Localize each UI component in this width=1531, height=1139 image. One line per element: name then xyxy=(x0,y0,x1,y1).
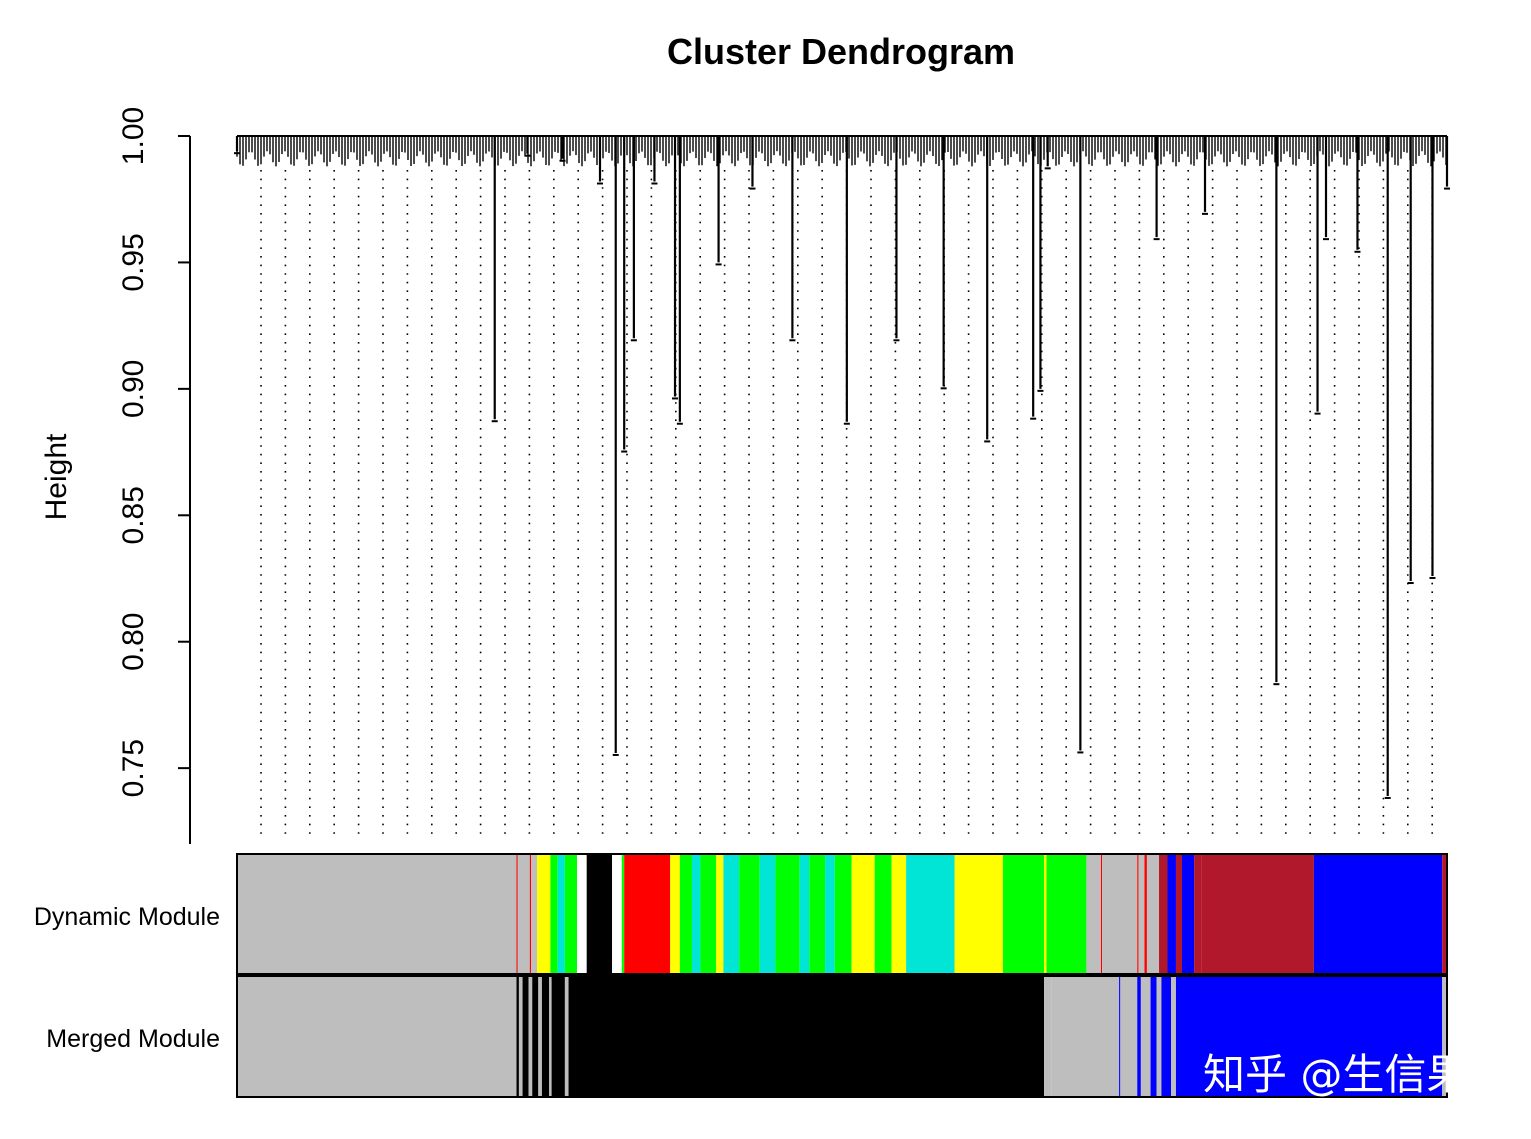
merged-module-segment xyxy=(549,976,552,1097)
dynamic-module-segment xyxy=(1159,854,1168,974)
y-tick-label: 0.95 xyxy=(117,233,150,291)
merged-module-segment xyxy=(1044,976,1052,1097)
merged-module-segment xyxy=(538,976,542,1097)
dynamic-module-segment xyxy=(1167,854,1176,974)
dynamic-module-segment xyxy=(1138,854,1145,974)
dynamic-module-segment xyxy=(1182,854,1195,974)
merged-module-segment xyxy=(516,976,519,1097)
merged-module-segment xyxy=(541,976,550,1097)
merged-module-segment xyxy=(528,976,533,1097)
dynamic-module-segment xyxy=(1044,854,1047,974)
dynamic-module-frame xyxy=(236,853,1448,975)
merged-module-segment xyxy=(1140,976,1151,1097)
y-tick-label: 0.75 xyxy=(117,739,150,797)
merged-module-segment xyxy=(1442,976,1447,1097)
y-axis: 0.75 0.80 0.85 0.90 0.95 1.00 xyxy=(117,107,191,844)
merged-module-label: Merged Module xyxy=(46,1025,220,1053)
dynamic-module-segment xyxy=(531,854,538,974)
dynamic-module-segment xyxy=(691,854,701,974)
dynamic-module-segment xyxy=(825,854,835,974)
dendrogram-tree xyxy=(234,135,1450,799)
dynamic-module-segment xyxy=(670,854,680,974)
dynamic-module-color-bar xyxy=(236,853,1448,975)
dynamic-module-segment xyxy=(1046,854,1087,974)
dynamic-module-segment xyxy=(1086,854,1101,974)
dynamic-module-segment xyxy=(1175,854,1183,974)
dynamic-module-segment xyxy=(1442,854,1447,974)
chart-title: Cluster Dendrogram xyxy=(667,31,1015,72)
dynamic-module-segment xyxy=(1146,854,1160,974)
dynamic-module-segment xyxy=(612,854,622,974)
dynamic-module-segment xyxy=(679,854,692,974)
dynamic-module-segment xyxy=(759,854,776,974)
dynamic-module-segment xyxy=(1102,854,1122,974)
dynamic-module-segment xyxy=(1201,854,1314,974)
merged-module-segment xyxy=(518,976,523,1097)
dynamic-module-segment xyxy=(1137,854,1139,974)
dynamic-module-segment xyxy=(586,854,613,974)
merged-module-segment xyxy=(1161,976,1172,1097)
y-axis-label: Height xyxy=(40,433,73,520)
y-tick-label: 0.80 xyxy=(117,613,150,671)
dynamic-module-segment xyxy=(834,854,852,974)
dynamic-module-segment xyxy=(517,854,530,974)
dynamic-module-segment xyxy=(1144,854,1147,974)
dynamic-module-segment xyxy=(1121,854,1138,974)
merged-module-segment xyxy=(237,976,517,1097)
dynamic-module-segment xyxy=(954,854,1003,974)
dynamic-module-segment xyxy=(624,854,671,974)
dynamic-module-segment xyxy=(621,854,625,974)
dynamic-module-segment xyxy=(557,854,565,974)
dynamic-module-segment xyxy=(564,854,578,974)
dynamic-module-segment xyxy=(577,854,587,974)
merged-module-segment xyxy=(564,976,569,1097)
dynamic-module-segment xyxy=(529,854,532,974)
merged-module-segment xyxy=(1119,976,1121,1097)
dynamic-module-segment xyxy=(550,854,558,974)
y-tick-label: 1.00 xyxy=(117,107,150,165)
dynamic-module-segment xyxy=(739,854,760,974)
merged-module-segment xyxy=(1051,976,1120,1097)
dynamic-module-segment xyxy=(1002,854,1045,974)
dynamic-module-segment xyxy=(537,854,551,974)
merged-module-segment xyxy=(551,976,565,1097)
merged-module-segment xyxy=(1156,976,1162,1097)
dynamic-module-segment xyxy=(716,854,724,974)
dynamic-module-label: Dynamic Module xyxy=(34,903,220,931)
dynamic-module-segment xyxy=(516,854,518,974)
merged-module-segment xyxy=(1150,976,1157,1097)
merged-module-segment xyxy=(1120,976,1138,1097)
dynamic-module-segment xyxy=(775,854,800,974)
dynamic-module-segment xyxy=(851,854,875,974)
dynamic-module-segment xyxy=(1313,854,1443,974)
dynamic-module-segment xyxy=(700,854,717,974)
y-tick-label: 0.85 xyxy=(117,486,150,544)
dynamic-module-segment xyxy=(1194,854,1202,974)
dynamic-module-segment xyxy=(874,854,892,974)
dynamic-module-segment xyxy=(1100,854,1103,974)
merged-module-segment xyxy=(1171,976,1176,1097)
dynamic-module-segment xyxy=(799,854,810,974)
dynamic-module-segment xyxy=(723,854,740,974)
merged-module-segment xyxy=(1175,976,1443,1097)
dynamic-module-segment xyxy=(237,854,517,974)
merged-module-segment xyxy=(522,976,529,1097)
watermark-text: 知乎 @生信果 xyxy=(1203,1050,1468,1099)
merged-module-segment xyxy=(532,976,539,1097)
dynamic-module-segment xyxy=(906,854,955,974)
dynamic-module-segment xyxy=(891,854,907,974)
merged-module-color-bar xyxy=(236,975,1448,1098)
dynamic-module-segment xyxy=(809,854,826,974)
merged-module-frame xyxy=(236,975,1448,1098)
merged-module-segment xyxy=(568,976,1045,1097)
merged-module-segment xyxy=(1137,976,1141,1097)
y-tick-label: 0.90 xyxy=(117,360,150,418)
